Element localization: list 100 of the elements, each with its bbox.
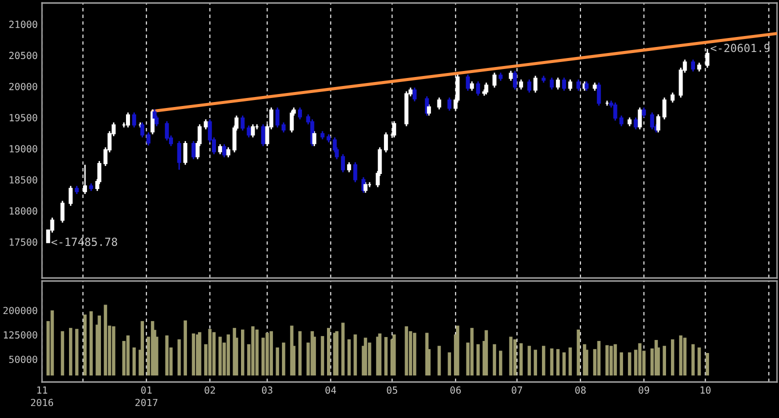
bar <box>255 330 259 376</box>
bar <box>165 335 169 376</box>
candlestick <box>642 106 646 118</box>
x-tick-label: 08 <box>575 386 586 394</box>
bar <box>448 352 452 376</box>
bar <box>208 328 212 376</box>
bar <box>519 343 523 376</box>
candlestick <box>226 146 230 158</box>
bar <box>276 347 280 376</box>
candlestick <box>508 70 513 82</box>
candlestick <box>290 110 294 134</box>
x-tick-label: 05 <box>386 386 398 394</box>
candlestick <box>638 106 642 130</box>
bar <box>241 330 244 376</box>
bar <box>341 322 345 376</box>
bar <box>392 334 396 376</box>
candlestick <box>634 116 638 130</box>
bar <box>75 328 78 376</box>
bar <box>270 331 273 376</box>
candlestick <box>596 82 601 106</box>
bar <box>597 340 601 376</box>
bar <box>542 346 546 376</box>
candlestick <box>568 78 572 92</box>
bar <box>282 342 286 376</box>
bar <box>192 333 196 376</box>
candlestick <box>347 162 352 173</box>
y-tick-label: 18000 <box>10 207 38 215</box>
bar <box>698 347 701 376</box>
y-tick-label: 18500 <box>10 176 38 184</box>
x-tick-label: 02 <box>204 386 215 394</box>
candlestick <box>519 78 524 90</box>
bar <box>60 331 64 376</box>
bar <box>568 347 572 376</box>
candlestick <box>250 124 255 138</box>
x-tick-label: 03 <box>262 386 272 394</box>
candlestick <box>60 200 64 224</box>
bar <box>126 335 130 376</box>
bar <box>347 339 351 376</box>
bar <box>98 316 101 376</box>
candlestick <box>282 122 286 134</box>
x-tick-label: 11 2016 <box>31 386 54 406</box>
candlestick <box>466 74 470 92</box>
x-tick-label: 07 <box>512 386 522 394</box>
bar <box>662 346 666 376</box>
y-tick-label: 20500 <box>9 52 38 60</box>
bar <box>266 332 269 376</box>
candlestick <box>126 112 130 128</box>
bar <box>212 332 216 376</box>
bar <box>550 348 554 376</box>
bar <box>184 320 187 376</box>
bar <box>470 328 474 376</box>
candlestick <box>146 132 150 146</box>
candlestick <box>353 162 358 183</box>
bar <box>638 343 642 376</box>
y-tick-label: 20000 <box>9 82 38 90</box>
candlestick <box>246 124 251 138</box>
bar <box>456 326 460 376</box>
candlestick <box>68 185 73 207</box>
bar <box>528 346 531 376</box>
bar <box>251 326 255 376</box>
bar <box>320 336 324 376</box>
bar <box>378 333 382 376</box>
candlestick <box>670 92 675 104</box>
bar <box>326 328 330 376</box>
bar <box>132 347 136 376</box>
bar <box>492 344 496 376</box>
bar <box>562 352 566 376</box>
candlestick <box>576 78 580 92</box>
candlestick <box>412 86 417 102</box>
y-tick-label: 21000 <box>9 20 38 28</box>
candlestick <box>619 114 624 127</box>
bar <box>438 346 441 376</box>
bar <box>69 328 72 376</box>
bar <box>364 338 368 376</box>
candlestick <box>705 48 710 68</box>
candlestick <box>562 76 566 92</box>
candlestick <box>83 164 87 195</box>
bar <box>178 339 181 376</box>
y-tick-label: 125000 <box>4 331 38 339</box>
y-tick-label: 17500 <box>10 238 38 246</box>
candlestick <box>340 153 345 173</box>
annotation: <-17485.78 <box>51 238 118 246</box>
bar <box>112 326 116 376</box>
candlestick <box>218 144 222 155</box>
x-tick-label: 06 <box>450 386 461 394</box>
candlestick <box>476 80 480 96</box>
candlestick <box>192 140 196 160</box>
candlestick <box>426 104 431 116</box>
candlestick <box>527 78 532 94</box>
bar <box>556 349 560 376</box>
candlestick <box>691 58 696 72</box>
bar <box>90 311 93 376</box>
bar <box>610 346 613 376</box>
x-tick-label: 09 <box>638 386 650 394</box>
bar <box>104 304 108 376</box>
bar <box>628 352 632 376</box>
candlestick <box>183 140 188 166</box>
bar <box>683 338 687 376</box>
bar <box>404 326 408 376</box>
bar <box>534 350 538 376</box>
